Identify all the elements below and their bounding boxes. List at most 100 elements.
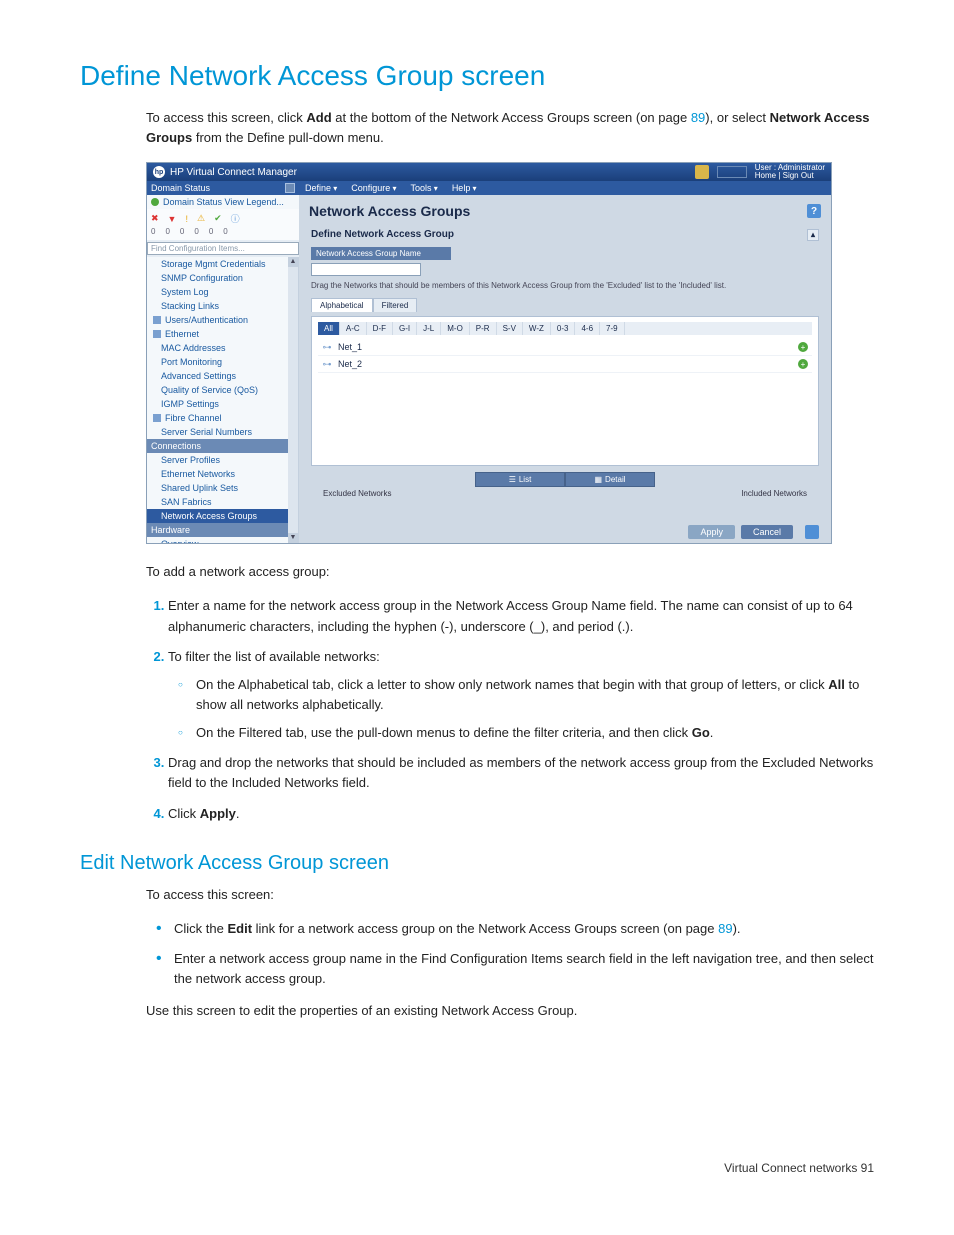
sidebar-category[interactable]: Ethernet [147,327,298,341]
h2-lead-in: To access this screen: [146,885,874,905]
sidebar-category[interactable]: Fibre Channel [147,411,298,425]
toggle-list[interactable]: ☰List [475,472,565,487]
error-icon: ✖ [151,213,159,224]
home-icon[interactable] [695,165,709,179]
tab-alphabetical[interactable]: Alphabetical [311,298,373,312]
menu-configure[interactable]: Configure [351,183,396,193]
sidebar-item[interactable]: Ethernet Networks [147,467,298,481]
alpha-filter-bar: All A-C D-F G-I J-L M-O P-R S-V W-Z 0-3 … [318,322,812,335]
domain-status-row[interactable]: Domain Status View Legend... [147,195,299,209]
alpha-group[interactable]: S-V [497,322,523,335]
sidebar-item-selected[interactable]: Network Access Groups [147,509,298,523]
collapse-arrow-icon[interactable]: ▴ [807,229,819,241]
section-subtitle: Define Network Access Group ▴ [311,225,819,247]
sidebar-item[interactable]: Server Serial Numbers [147,425,298,439]
toggle-detail[interactable]: ▦Detail [565,472,655,487]
sidebar-section: Hardware [147,523,298,537]
resize-handle-icon[interactable] [805,525,819,539]
step-2: To filter the list of available networks… [168,647,874,744]
sidebar-item[interactable]: Quality of Service (QoS) [147,383,298,397]
filter-tabs: Alphabetical Filtered [311,298,819,312]
sidebar-scrollbar[interactable]: ▲▼ [288,257,298,543]
alpha-group[interactable]: A-C [340,322,367,335]
edit-bullet-1: Click the Edit link for a network access… [174,919,874,939]
hp-logo-icon: hp [153,166,165,178]
scroll-up-icon[interactable]: ▲ [288,257,298,267]
menu-help[interactable]: Help [452,183,477,193]
ethernet-icon [153,330,161,338]
page-ref-link[interactable]: 89 [691,110,705,125]
alpha-group[interactable]: D-F [367,322,393,335]
alpha-all[interactable]: All [318,322,340,335]
sidebar-tree: Storage Mgmt Credentials SNMP Configurat… [147,257,299,543]
scroll-down-icon[interactable]: ▼ [288,533,298,543]
sidebar-category[interactable]: Users/Authentication [147,313,298,327]
network-name: Net_2 [338,359,362,369]
status-ok-icon [151,198,159,206]
sidebar: Domain Status Domain Status View Legend.… [147,181,299,543]
list-icon: ☰ [509,475,516,484]
cancel-button[interactable]: Cancel [741,525,793,539]
help-icon[interactable]: ? [807,204,821,218]
bold-add: Add [306,110,331,125]
steps-list: Enter a name for the network access grou… [146,596,874,823]
sidebar-item[interactable]: Storage Mgmt Credentials [147,257,298,271]
add-network-icon[interactable]: + [798,342,808,352]
instruction-text: Drag the Networks that should be members… [311,281,819,290]
sidebar-item[interactable]: MAC Addresses [147,341,298,355]
embedded-screenshot: hp HP Virtual Connect Manager User : Adm… [146,162,832,544]
sidebar-item[interactable]: Stacking Links [147,299,298,313]
collapse-icon[interactable] [285,183,295,193]
lead-in-text: To add a network access group: [146,562,874,582]
text: To access this screen, click [146,110,306,125]
alpha-group[interactable]: W-Z [523,322,551,335]
sidebar-item[interactable]: Shared Uplink Sets [147,481,298,495]
view-toggle: ☰List ▦Detail [475,472,655,487]
networks-panel: All A-C D-F G-I J-L M-O P-R S-V W-Z 0-3 … [311,316,819,466]
apply-button[interactable]: Apply [688,525,735,539]
alpha-group[interactable]: 0-3 [551,322,576,335]
critical-icon: ▼ [168,214,177,224]
network-name: Net_1 [338,342,362,352]
sidebar-item[interactable]: System Log [147,285,298,299]
find-input[interactable] [147,242,299,255]
sidebar-item[interactable]: SNMP Configuration [147,271,298,285]
alpha-group[interactable]: G-I [393,322,417,335]
major-icon: ! [185,214,188,224]
menu-define[interactable]: Define [305,183,337,193]
add-network-icon[interactable]: + [798,359,808,369]
alpha-group[interactable]: M-O [441,322,470,335]
page-heading-h2: Edit Network Access Group screen [80,852,874,875]
fc-icon [153,414,161,422]
titlebar: hp HP Virtual Connect Manager User : Adm… [147,163,831,181]
network-row[interactable]: ⊶Net_1 + [318,339,812,356]
alpha-group[interactable]: 4-6 [575,322,600,335]
intro-paragraph: To access this screen, click Add at the … [146,108,874,148]
network-icon: ⊶ [322,360,332,368]
edit-bullet-2: Enter a network access group name in the… [174,949,874,989]
button-row: Apply Cancel [299,517,831,543]
sidebar-item[interactable]: IGMP Settings [147,397,298,411]
alpha-group[interactable]: P-R [470,322,497,335]
sidebar-item[interactable]: SAN Fabrics [147,495,298,509]
included-label: Included Networks [741,489,807,498]
sidebar-header: Domain Status [147,181,299,195]
step-2a: On the Alphabetical tab, click a letter … [196,675,874,715]
sidebar-item[interactable]: Overview [147,537,298,543]
warning-icon: ⚠ [197,213,205,224]
page-footer: Virtual Connect networks 91 [80,1161,874,1175]
sidebar-item[interactable]: Advanced Settings [147,369,298,383]
sidebar-item[interactable]: Server Profiles [147,453,298,467]
tab-filtered[interactable]: Filtered [373,298,418,312]
network-row[interactable]: ⊶ Net_2 + [318,356,812,373]
sidebar-item[interactable]: Port Monitoring [147,355,298,369]
menu-tools[interactable]: Tools [411,183,438,193]
text: at the bottom of the Network Access Grou… [332,110,691,125]
name-input[interactable] [311,263,421,276]
excluded-label: Excluded Networks [323,489,391,498]
detail-icon: ▦ [594,475,602,484]
users-icon [153,316,161,324]
alpha-group[interactable]: J-L [417,322,441,335]
alpha-group[interactable]: 7-9 [600,322,625,335]
page-ref-link[interactable]: 89 [718,921,732,936]
